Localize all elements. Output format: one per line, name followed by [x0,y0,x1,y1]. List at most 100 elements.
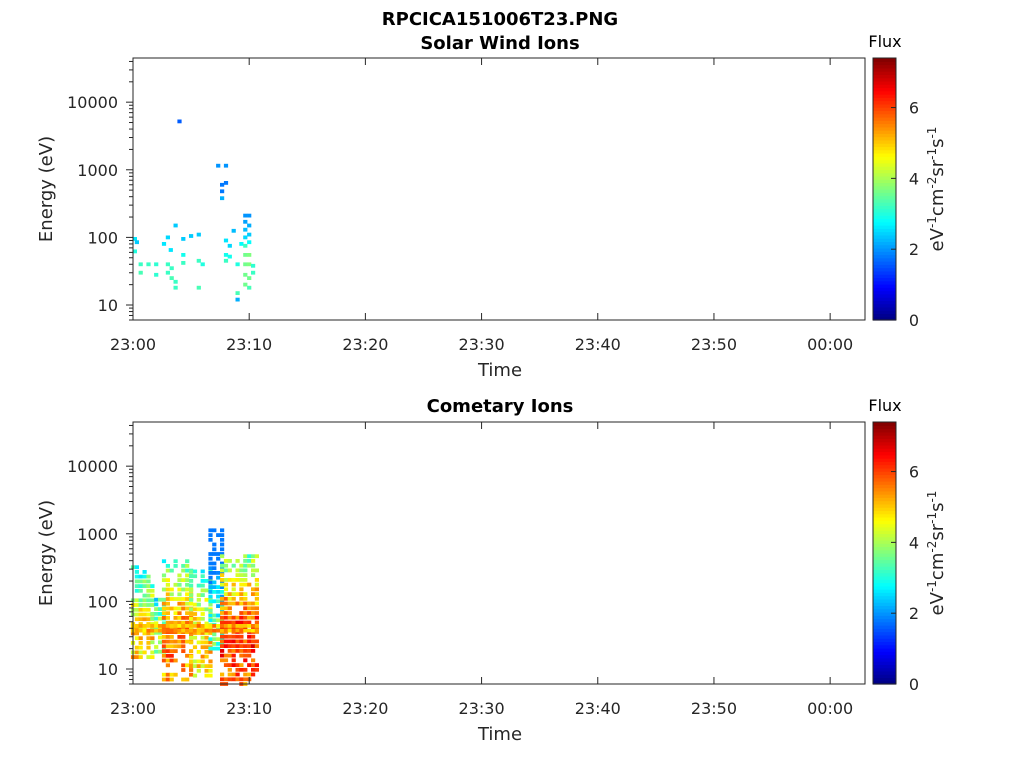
colorbar-segment [873,664,896,669]
heatmap-cell [227,620,232,625]
heatmap-cell [173,620,178,625]
heatmap-cell [200,262,205,267]
heatmap-cell [165,606,170,611]
heatmap-cell [220,615,225,620]
heatmap-cell [208,533,213,537]
solar-wind-ylabel: Energy (eV) [36,136,57,242]
heatmap-cell [177,587,182,592]
heatmap-cell [196,640,201,645]
colorbar-segment [873,670,896,675]
y-tick-label: 100 [87,228,118,247]
heatmap-cell [158,626,163,630]
colorbar-frame [872,57,897,321]
heatmap-cell [223,624,229,628]
heatmap-cell [185,663,190,668]
heatmap-cell [165,587,170,592]
colorbar-segment [873,448,896,453]
heatmap-cell [243,615,248,620]
heatmap-cell [192,616,198,621]
heatmap-cell [181,635,186,639]
heatmap-cell [220,196,225,201]
heatmap-cell [150,603,155,607]
heatmap-cell [223,592,229,596]
colorbar-segment [873,211,896,216]
colorbar-segment [873,654,896,659]
heatmap-cell [223,677,229,682]
cometary-panel: Cometary Ions Time Energy (eV) 23:00 23:1… [36,396,948,745]
heatmap-cell [243,219,248,224]
heatmap-cell [220,571,225,575]
heatmap-cell [165,592,170,597]
colorbar-segment [873,530,896,534]
heatmap-cell [146,574,151,579]
solar-wind-heatmap [132,119,256,302]
heatmap-cell [196,628,201,633]
heatmap-cell [227,672,232,677]
heatmap-cell [169,644,174,649]
colorbar-segment [873,192,896,197]
colorbar-segment [873,497,896,502]
heatmap-cell [196,597,201,602]
heatmap-cell [251,601,256,606]
heatmap-cell [192,645,198,650]
heatmap-cell [185,616,190,620]
heatmap-cell [161,587,167,592]
heatmap-cell [235,615,240,620]
heatmap-cell [134,579,139,584]
heatmap-cell [200,645,205,650]
heatmap-cell [235,624,240,628]
heatmap-cell [192,673,198,678]
heatmap-cell [142,607,147,612]
colorbar-segment [873,631,896,636]
heatmap-cell [220,596,225,601]
heatmap-cell [161,578,167,582]
heatmap-cell [254,639,259,644]
heatmap-cell [223,258,229,263]
heatmap-cell [204,654,209,659]
heatmap-cell [185,611,190,616]
heatmap-cell [161,606,167,611]
heatmap-cell [146,617,151,622]
heatmap-cell [150,616,155,621]
heatmap-cell [220,637,225,642]
heatmap-cell [254,554,259,559]
heatmap-cell [208,594,213,599]
colorbar-segment [873,100,896,105]
heatmap-cell [192,574,198,579]
heatmap-cell [235,291,240,295]
heatmap-cell [208,659,213,664]
heatmap-cell [220,578,225,582]
colorbar-segment [873,487,896,492]
heatmap-cell [208,640,213,645]
solar-wind-xlabel: Time [477,360,522,381]
heatmap-cell [134,570,139,574]
heatmap-cell [200,640,205,645]
colorbar-segment [873,166,896,170]
colorbar-segment [873,94,896,98]
heatmap-cell [231,596,236,601]
heatmap-cell [220,604,225,608]
heatmap-cell [142,650,147,655]
heatmap-cell [208,556,213,561]
heatmap-cell [189,631,194,635]
colorbar-segment [873,680,896,685]
heatmap-cell [208,571,213,575]
heatmap-cell [146,645,151,650]
heatmap-cell [196,616,201,621]
heatmap-cell [243,624,248,628]
heatmap-cell [146,584,151,588]
colorbar-segment [873,621,896,626]
heatmap-cell [227,663,232,667]
heatmap-cell [138,588,143,593]
colorbar-segment [873,182,896,187]
colorbar-segment [873,625,896,629]
heatmap-cell [169,672,174,677]
heatmap-cell [243,213,248,218]
heatmap-cell [243,677,248,682]
heatmap-cell [138,598,143,603]
heatmap-cell [212,561,217,566]
heatmap-cell [231,644,236,648]
heatmap-cell [220,672,225,677]
heatmap-cell [239,582,244,587]
heatmap-cell [165,672,170,677]
